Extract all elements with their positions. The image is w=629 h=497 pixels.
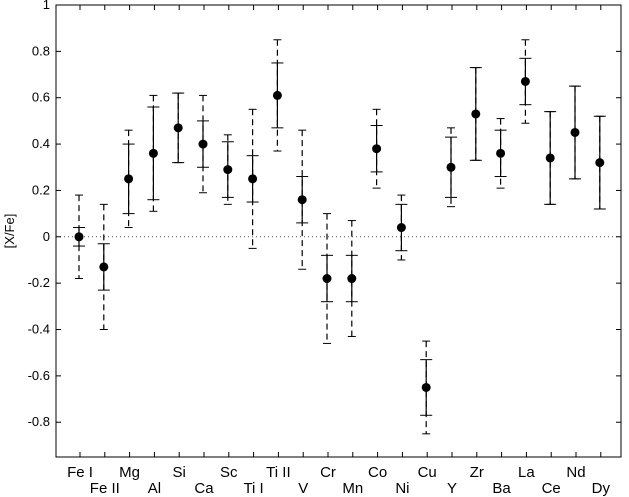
data-points: [73, 39, 606, 435]
data-point: [347, 274, 357, 284]
y-tick-label: -0.2: [28, 275, 50, 290]
x-category-label: Nd: [566, 464, 585, 481]
data-point: [74, 232, 84, 242]
data-point: [124, 174, 134, 184]
y-axis: -0.8 -0.6 -0.4 -0.2 0 0.2 0.4 0.6 0.8 1: [28, 0, 621, 429]
x-category-label: Mg: [119, 464, 140, 481]
x-category-label: Cu: [418, 464, 437, 481]
x-category-label: Ce: [542, 480, 561, 497]
x-category-label: Y: [447, 480, 457, 497]
plot-area: [55, 4, 622, 458]
y-tick-label: 0.6: [32, 90, 50, 105]
y-tick-label: 0.2: [32, 182, 50, 197]
x-category-label: Ni: [395, 480, 409, 497]
x-category-label: Sc: [220, 464, 238, 481]
data-point: [595, 158, 605, 168]
x-category-label: Ti II: [266, 464, 290, 481]
data-point: [570, 127, 580, 137]
data-point: [297, 195, 307, 205]
x-category-label: Ca: [194, 480, 214, 497]
x-category-label: Si: [173, 464, 186, 481]
data-point: [272, 90, 282, 100]
x-category-label: Fe I: [67, 464, 93, 481]
data-point: [471, 109, 481, 119]
data-point: [545, 153, 555, 163]
x-category-label: Dy: [592, 480, 611, 497]
y-tick-label: 0: [43, 229, 50, 244]
x-category-label: Ti I: [243, 480, 263, 497]
x-category-label: Co: [368, 464, 387, 481]
x-category-label: La: [518, 464, 535, 481]
x-category-label: Al: [148, 480, 161, 497]
data-point: [520, 76, 530, 86]
y-tick-label: 0.4: [32, 136, 50, 151]
y-tick-label: -0.8: [28, 414, 50, 429]
y-tick-label: 1: [43, 0, 50, 12]
x-category-label: Cr: [320, 464, 336, 481]
data-point: [198, 139, 208, 149]
x-category-label: Zr: [470, 464, 484, 481]
y-tick-label: 0.8: [32, 43, 50, 58]
y-tick-label: -0.4: [28, 322, 50, 337]
x-category-label: Mn: [342, 480, 363, 497]
x-category-label: Ba: [492, 480, 511, 497]
data-point: [421, 382, 431, 392]
x-category-label: V: [298, 480, 308, 497]
data-point: [372, 144, 382, 154]
data-point: [446, 162, 456, 172]
data-point: [248, 174, 258, 184]
data-point: [496, 148, 506, 158]
y-axis-label: [X/Fe]: [2, 214, 17, 249]
data-point: [173, 123, 183, 133]
data-point: [223, 165, 233, 175]
data-point: [148, 148, 158, 158]
data-point: [396, 223, 406, 233]
data-point: [322, 274, 332, 284]
data-point: [99, 262, 109, 272]
x-category-label: Fe II: [90, 480, 120, 497]
y-tick-label: -0.6: [28, 368, 50, 383]
